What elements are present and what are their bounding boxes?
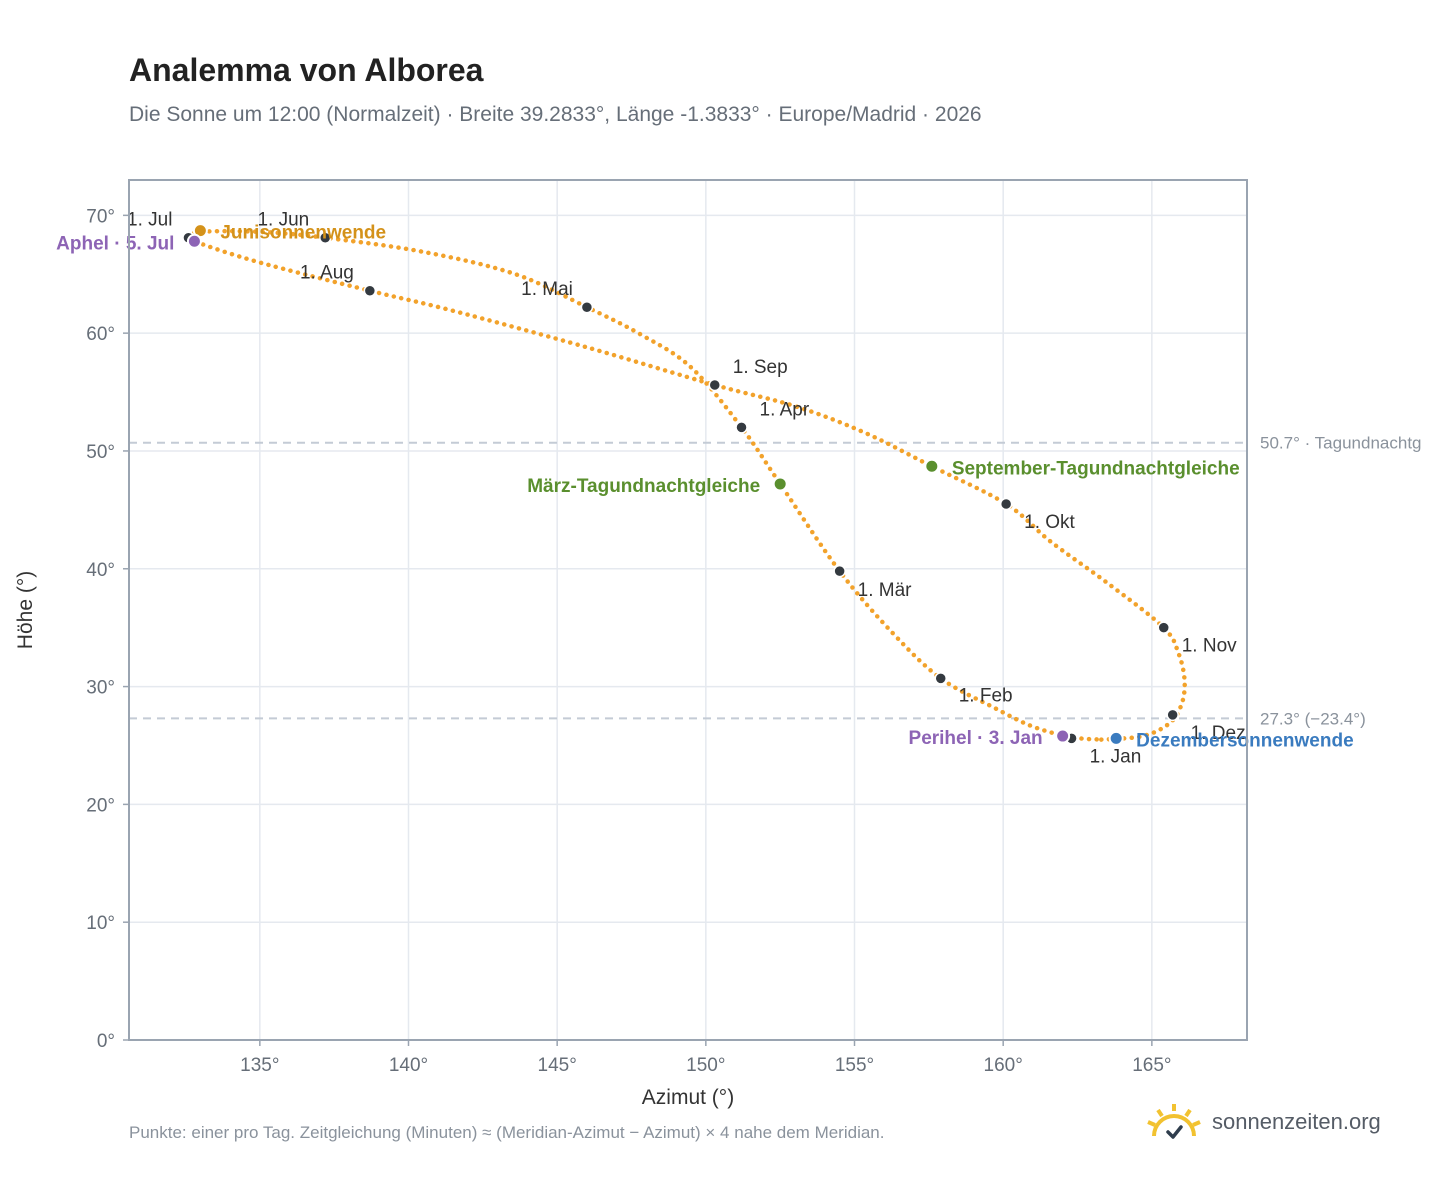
y-tick-label: 20° [86, 795, 115, 816]
x-tick-label: 140° [389, 1055, 428, 1076]
month-marker [934, 672, 947, 685]
x-tick-label: 165° [1132, 1055, 1171, 1076]
month-label: 1. Mai [521, 279, 573, 300]
month-label: 1. Jan [1090, 746, 1142, 767]
y-tick-label: 0° [97, 1031, 115, 1052]
month-marker [833, 564, 846, 578]
month-marker [1166, 708, 1179, 722]
y-axis-label: Höhe (°) [14, 571, 37, 649]
month-marker [580, 300, 594, 314]
page-title: Analemma von Alborea [129, 52, 484, 88]
y-tick-label: 60° [86, 324, 115, 345]
month-label: 1. Nov [1182, 636, 1237, 657]
event-label: Dezembersonnenwende [1136, 730, 1354, 751]
x-tick-label: 155° [835, 1055, 874, 1076]
month-marker [363, 284, 377, 297]
month-marker [735, 421, 748, 434]
y-tick-label: 30° [86, 678, 115, 699]
reference-lines: 50.7° · Tagundnachtg 27.3° (−23.4°) [129, 434, 1422, 728]
event-marker [1108, 730, 1124, 746]
brand[interactable]: sonnenzeiten.org [1146, 1100, 1381, 1144]
event-marker [772, 476, 788, 492]
month-label: 1. Jul [127, 210, 172, 231]
y-tick-label: 70° [86, 206, 115, 227]
plot-background [129, 180, 1247, 1040]
reference-line-label: 50.7° · Tagundnachtg [1260, 434, 1422, 453]
month-label: 1. Jun [257, 210, 309, 231]
analemma-curve [187, 228, 1187, 742]
x-tick-label: 145° [538, 1055, 577, 1076]
x-tick-label: 160° [984, 1055, 1023, 1076]
event-label: Aphel · 5. Jul [56, 233, 174, 254]
event-label: März-Tagundnachtgleiche [527, 476, 760, 497]
y-tick-label: 50° [86, 442, 115, 463]
x-tick-label: 150° [686, 1055, 725, 1076]
event-label: Perihel · 3. Jan [909, 728, 1043, 749]
month-marker [1157, 621, 1170, 634]
event-marker [1055, 728, 1071, 744]
y-tick-label: 10° [86, 913, 115, 934]
event-label: September-Tagundnachtgleiche [952, 458, 1240, 479]
month-marker [999, 497, 1013, 511]
footnote: Punkte: einer pro Tag. Zeitgleichung (Mi… [129, 1123, 885, 1142]
month-label: 1. Dez [1191, 723, 1246, 744]
axis-ticks: 135° 140° 145° 150° 155° 160° 165° 0° 10° 20° 30° 4… [86, 206, 1171, 1076]
page-subtitle: Die Sonne um 12:00 (Normalzeit) · Breite… [129, 103, 982, 126]
data-markers: 1. Jan 1. Feb 1. Mär 1. Apr 1. Mai 1. Jun 1. J… [56, 210, 1354, 768]
brand-name: sonnenzeiten.org [1212, 1109, 1381, 1134]
x-axis-label: Azimut (°) [642, 1086, 734, 1109]
event-marker [186, 233, 202, 249]
month-marker [708, 378, 722, 392]
y-tick-label: 40° [86, 560, 115, 581]
month-label: 1. Okt [1024, 512, 1075, 533]
analemma-daily-dots [187, 228, 1187, 742]
event-label: Junisonnenwende [220, 223, 386, 244]
month-label: 1. Apr [760, 399, 810, 420]
month-label: 1. Mär [858, 580, 913, 601]
x-tick-label: 135° [240, 1055, 279, 1076]
event-marker [924, 458, 940, 474]
month-label: 1. Aug [300, 263, 354, 284]
month-marker [318, 231, 332, 244]
sun-logo-icon [1147, 1104, 1201, 1139]
reference-line-label: 27.3° (−23.4°) [1260, 709, 1366, 728]
plot-frame [128, 179, 1248, 1041]
month-label: 1. Sep [733, 357, 788, 378]
month-label: 1. Feb [959, 685, 1013, 706]
